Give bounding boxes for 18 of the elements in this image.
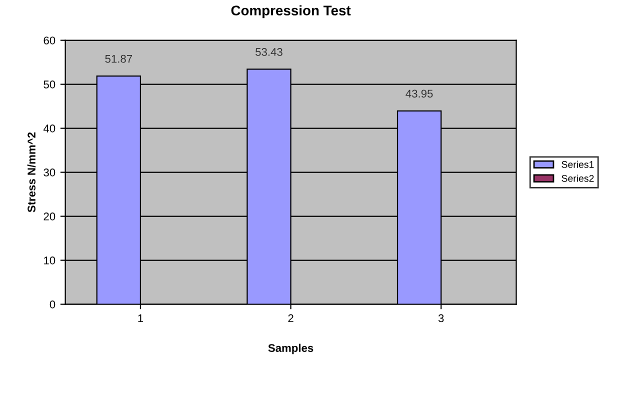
x-tick-label: 1 bbox=[138, 314, 144, 322]
data-label: 53.43 bbox=[256, 48, 282, 56]
y-tick-label: 30 bbox=[44, 168, 56, 176]
x-axis-title: Samples bbox=[268, 344, 314, 354]
y-axis-title: Stress N/mm^2 bbox=[27, 132, 36, 212]
y-tick-label: 40 bbox=[43, 124, 56, 132]
y-tick-label: 60 bbox=[44, 36, 56, 44]
data-label: 51.87 bbox=[105, 54, 132, 63]
y-tick-label: 20 bbox=[44, 212, 56, 220]
chart-title: Compression Test bbox=[231, 5, 351, 18]
y-tick-label: 0 bbox=[50, 300, 56, 308]
legend-label: Series1 bbox=[562, 160, 594, 168]
x-tick-label: 3 bbox=[438, 314, 444, 322]
legend-label: Series2 bbox=[562, 174, 594, 182]
y-tick-label: 10 bbox=[44, 256, 56, 264]
x-tick-label: 2 bbox=[288, 314, 294, 322]
data-label: 43.95 bbox=[406, 90, 433, 98]
y-tick-label: 50 bbox=[44, 80, 56, 88]
